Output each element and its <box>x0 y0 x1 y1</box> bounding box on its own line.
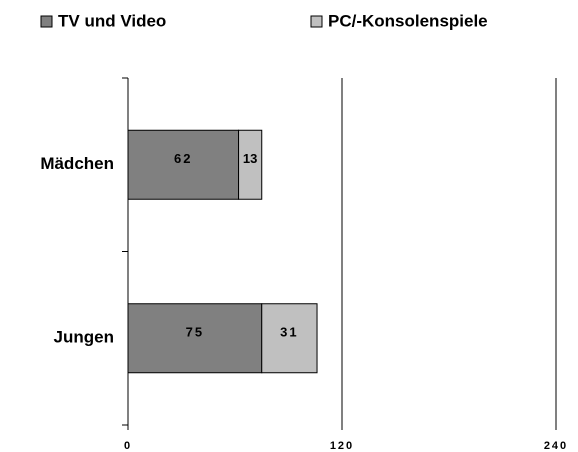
legend-label: TV und Video <box>58 11 166 30</box>
data-label: 13 <box>243 151 257 166</box>
bar-segment <box>127 303 263 374</box>
x-tick-label: 0 <box>124 440 132 452</box>
y-tick-label: Jungen <box>54 328 114 347</box>
data-label: 62 <box>174 151 192 166</box>
legend-swatch <box>310 15 323 28</box>
bar-segment <box>261 303 318 374</box>
x-tick-label: 120 <box>330 440 354 452</box>
bar-segment <box>238 129 263 200</box>
y-tick-label: Mädchen <box>40 154 114 173</box>
data-label: 75 <box>186 325 204 340</box>
data-label: 31 <box>280 325 298 340</box>
legend-swatch <box>40 15 53 28</box>
x-tick-label: 240 <box>544 440 568 452</box>
legend-label: PC/-Konsolenspiele <box>328 11 488 30</box>
